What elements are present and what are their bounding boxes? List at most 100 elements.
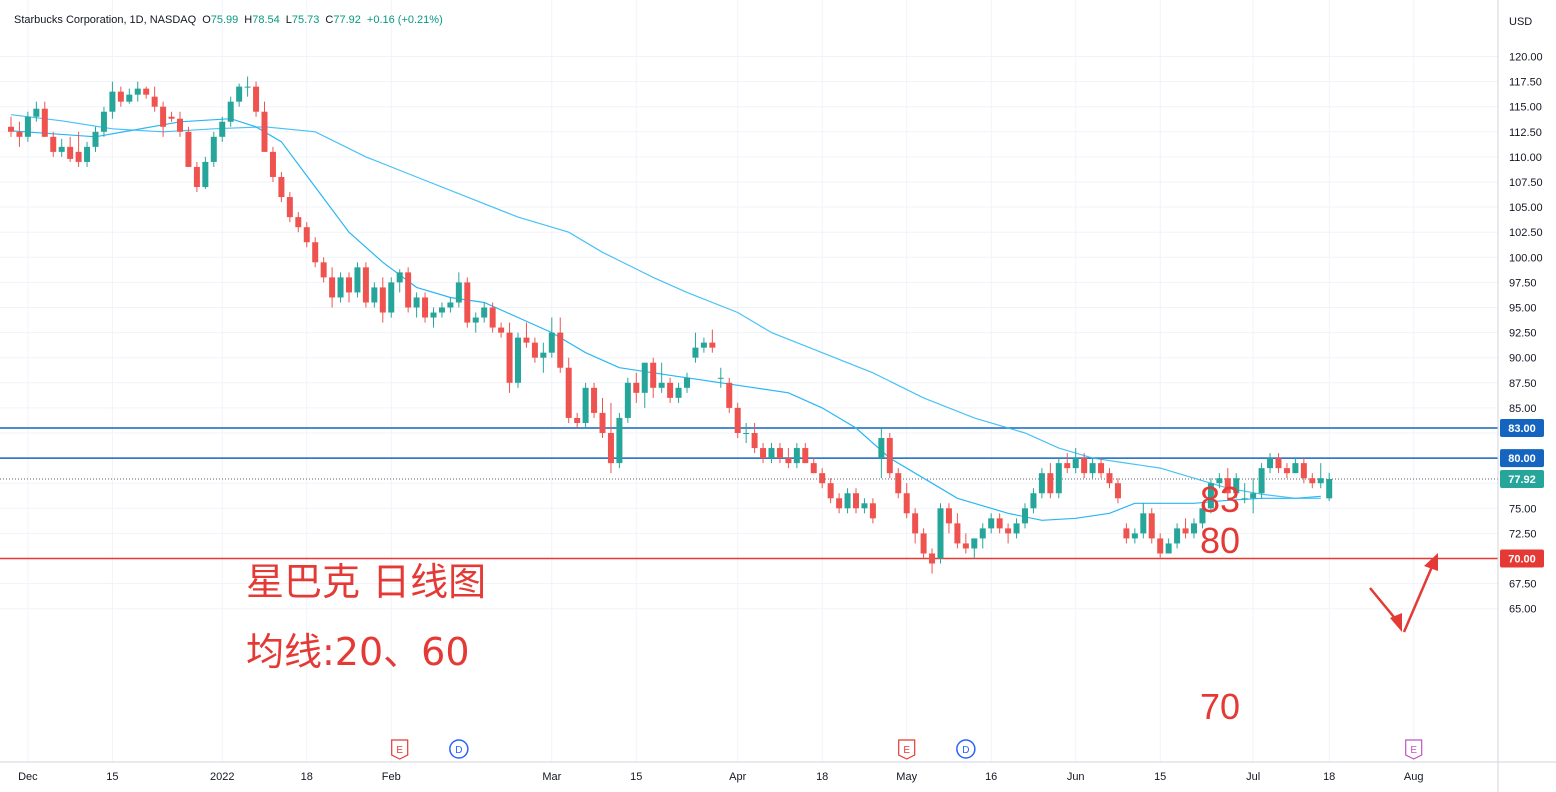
candle[interactable]	[227, 96, 234, 127]
candle[interactable]	[827, 478, 834, 504]
candle[interactable]	[8, 116, 14, 137]
candle[interactable]	[996, 513, 1003, 534]
candle[interactable]	[844, 488, 851, 514]
candle[interactable]	[624, 377, 631, 423]
candle[interactable]	[962, 533, 969, 554]
candle[interactable]	[1267, 453, 1274, 474]
candle[interactable]	[50, 131, 57, 157]
candle[interactable]	[447, 297, 454, 313]
candle[interactable]	[861, 498, 868, 514]
candle[interactable]	[506, 322, 513, 393]
candle[interactable]	[1182, 518, 1189, 539]
candle[interactable]	[1309, 473, 1316, 489]
candle[interactable]	[810, 458, 817, 474]
candle[interactable]	[244, 76, 251, 97]
candle[interactable]	[117, 86, 124, 107]
candle[interactable]	[134, 81, 141, 102]
candle[interactable]	[895, 468, 902, 499]
candle[interactable]	[869, 498, 876, 524]
candle[interactable]	[1064, 453, 1071, 474]
candle[interactable]	[785, 448, 792, 469]
candle[interactable]	[1224, 468, 1231, 499]
candle[interactable]	[1030, 488, 1037, 514]
candle[interactable]	[1098, 458, 1105, 479]
candle[interactable]	[185, 126, 192, 167]
candle[interactable]	[286, 192, 293, 223]
candle[interactable]	[100, 106, 107, 137]
candle[interactable]	[202, 156, 209, 190]
candle[interactable]	[92, 126, 99, 152]
candle[interactable]	[1089, 458, 1096, 479]
candle[interactable]	[565, 357, 572, 423]
candle[interactable]	[278, 171, 285, 203]
candle[interactable]	[295, 212, 302, 233]
candle[interactable]	[1241, 483, 1248, 504]
candle[interactable]	[1005, 523, 1012, 544]
candle[interactable]	[836, 493, 843, 514]
candle[interactable]	[523, 322, 530, 348]
candle[interactable]	[481, 302, 488, 323]
candle[interactable]	[329, 267, 336, 308]
candle[interactable]	[591, 382, 598, 418]
candle[interactable]	[1131, 528, 1138, 544]
candle[interactable]	[1022, 503, 1028, 529]
candle[interactable]	[599, 397, 606, 439]
candle[interactable]	[633, 372, 640, 403]
candle[interactable]	[160, 101, 167, 137]
candle[interactable]	[1148, 508, 1155, 544]
candle[interactable]	[734, 402, 741, 439]
candle[interactable]	[574, 412, 581, 428]
candle[interactable]	[954, 513, 961, 549]
candle[interactable]	[1191, 518, 1197, 539]
candle[interactable]	[1123, 523, 1130, 544]
candle[interactable]	[1326, 472, 1333, 501]
candle[interactable]	[75, 131, 82, 167]
candle[interactable]	[700, 337, 707, 353]
candle[interactable]	[616, 412, 623, 469]
candle[interactable]	[929, 548, 936, 574]
candle[interactable]	[1072, 448, 1079, 474]
candle[interactable]	[1038, 468, 1045, 499]
candle[interactable]	[337, 272, 344, 303]
candle[interactable]	[692, 332, 699, 363]
candle[interactable]	[422, 292, 429, 323]
candle[interactable]	[1165, 538, 1172, 554]
candle[interactable]	[1140, 503, 1147, 539]
candle[interactable]	[650, 357, 657, 398]
candle[interactable]	[548, 317, 555, 358]
candle[interactable]	[1283, 463, 1290, 479]
candle[interactable]	[177, 111, 183, 137]
candle[interactable]	[819, 468, 826, 489]
candle[interactable]	[219, 116, 226, 142]
candle[interactable]	[126, 88, 133, 104]
candle[interactable]	[143, 86, 150, 99]
candle[interactable]	[726, 377, 733, 413]
candle[interactable]	[41, 101, 48, 137]
candle[interactable]	[379, 277, 386, 323]
candle[interactable]	[1157, 533, 1164, 559]
candle[interactable]	[853, 488, 859, 514]
candle[interactable]	[1106, 468, 1113, 489]
candle[interactable]	[515, 332, 521, 388]
candle[interactable]	[24, 111, 31, 142]
candle[interactable]	[684, 372, 690, 393]
candle[interactable]	[346, 272, 352, 303]
candle[interactable]	[261, 101, 268, 152]
candle[interactable]	[945, 503, 952, 534]
candle[interactable]	[269, 146, 276, 182]
candle[interactable]	[1233, 473, 1240, 499]
dividend-event-icon[interactable]	[956, 739, 976, 759]
earnings-event-icon[interactable]	[1405, 739, 1423, 760]
candle[interactable]	[1216, 473, 1223, 489]
candle[interactable]	[16, 121, 23, 147]
candle[interactable]	[320, 257, 327, 283]
candle[interactable]	[1055, 458, 1062, 499]
candle[interactable]	[67, 136, 74, 162]
candle[interactable]	[937, 503, 944, 564]
candle[interactable]	[979, 523, 986, 549]
earnings-event-icon[interactable]	[898, 739, 916, 760]
candle[interactable]	[903, 483, 910, 519]
candle[interactable]	[1199, 503, 1206, 529]
candle[interactable]	[988, 513, 995, 534]
